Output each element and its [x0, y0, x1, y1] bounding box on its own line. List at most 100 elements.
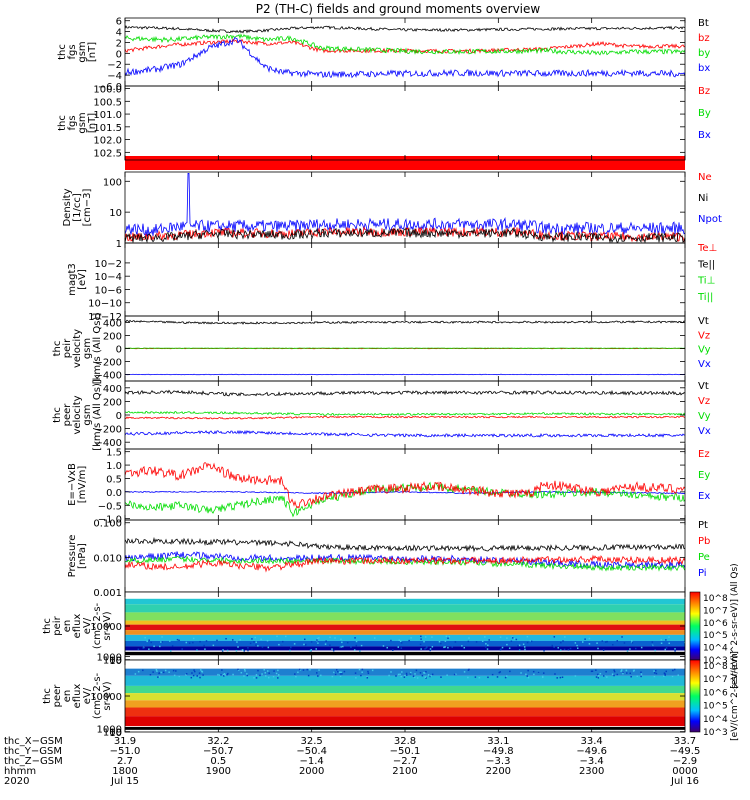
- y-axis-label: [mV/m]: [77, 466, 88, 504]
- heatmap-speckle: [431, 646, 434, 648]
- series-Npot: [125, 173, 685, 237]
- heatmap-speckle: [149, 673, 152, 676]
- heatmap-speckle: [440, 676, 442, 678]
- x-tick-value: −2.9: [673, 756, 697, 767]
- heatmap-speckle: [484, 636, 486, 638]
- heatmap-speckle: [200, 669, 202, 671]
- heatmap-speckle: [317, 642, 319, 644]
- y-axis-label: fgs: [67, 115, 78, 130]
- colorbar-tick-label: 10^7: [703, 675, 728, 685]
- y-axis-label: peir: [52, 615, 63, 635]
- y-tick-label: 1000: [97, 653, 122, 664]
- y-tick-label: −6.0: [98, 82, 122, 93]
- heatmap-speckle: [216, 639, 218, 642]
- heatmap-speckle: [333, 671, 335, 674]
- heatmap-speckle: [663, 675, 665, 677]
- heatmap-speckle: [560, 649, 562, 651]
- heatmap-speckle: [249, 642, 252, 645]
- heatmap-speckle: [144, 636, 146, 639]
- x-tick-value: −51.0: [110, 746, 141, 757]
- x-tick-value: 32.2: [207, 736, 229, 747]
- y-tick-label: 0.001: [93, 588, 122, 599]
- heatmap-speckle: [354, 637, 356, 639]
- heatmap-speckle: [440, 642, 442, 645]
- heatmap-speckle: [340, 646, 342, 648]
- heatmap-speckle: [484, 646, 487, 648]
- heatmap-speckle: [424, 676, 427, 678]
- colorbar-1: [689, 659, 701, 733]
- x-tick-value: 32.8: [394, 736, 416, 747]
- y-axis-label: sr-eV): [102, 611, 113, 640]
- y-tick-label: 200: [103, 397, 122, 408]
- heatmap-speckle: [563, 648, 566, 651]
- heatmap-speckle: [553, 646, 555, 648]
- colorbar-tick-label: 10^5: [703, 631, 728, 641]
- heatmap-peir: [125, 592, 685, 660]
- heatmap-speckle: [255, 644, 257, 646]
- heatmap-speckle: [247, 647, 249, 649]
- heatmap-speckle: [595, 676, 598, 678]
- heatmap-speckle: [588, 637, 591, 640]
- heatmap-speckle: [541, 676, 544, 679]
- colorbar-unit: [eV/(cm^2-s-sr-eV)]: [730, 651, 740, 741]
- y-axis-label: gsm: [77, 41, 88, 62]
- y-tick-label: 10000: [90, 692, 122, 703]
- series-Pi: [125, 551, 685, 570]
- heatmap-speckle: [400, 675, 402, 678]
- heatmap-speckle: [445, 635, 448, 638]
- heatmap-speckle: [320, 674, 322, 677]
- heatmap-speckle: [264, 672, 267, 674]
- series-group-density: [125, 173, 685, 243]
- heatmap-speckle: [553, 636, 556, 638]
- heatmap-speckle: [367, 672, 370, 675]
- legend-Pb: Pb: [698, 536, 710, 547]
- heatmap-speckle: [192, 641, 194, 644]
- heatmap-speckle: [225, 637, 227, 640]
- legend-Vy: Vy: [698, 345, 711, 356]
- heatmap-speckle: [290, 646, 292, 649]
- heatmap-speckle: [405, 672, 408, 675]
- y-tick-label: 400: [103, 384, 122, 395]
- heatmap-speckle: [155, 669, 158, 671]
- heatmap-speckle: [500, 648, 502, 650]
- bz-series-band: [125, 161, 685, 170]
- heatmap-speckle: [181, 648, 183, 650]
- heatmap-speckle: [454, 641, 457, 643]
- y-axis-label: [nT]: [87, 113, 98, 133]
- heatmap-speckle: [355, 644, 358, 647]
- legend-Ni: Ni: [698, 193, 708, 204]
- heatmap-speckle: [392, 649, 394, 652]
- y-axis-label: peir: [62, 338, 73, 358]
- heatmap-speckle: [239, 638, 241, 641]
- heatmap-speckle: [629, 648, 631, 650]
- heatmap-speckle: [318, 637, 320, 639]
- legend-By: By: [698, 108, 711, 119]
- heatmap-band: [125, 707, 685, 717]
- heatmap-speckle: [574, 642, 577, 644]
- heatmap-speckle: [416, 677, 419, 679]
- y-tick-label: 1.0: [106, 461, 122, 472]
- heatmap-speckle: [620, 669, 623, 671]
- heatmap-speckle: [255, 677, 258, 679]
- heatmap-speckle: [309, 649, 312, 652]
- heatmap-speckle: [255, 674, 258, 676]
- y-tick-label: 100: [103, 728, 122, 739]
- y-axis-label: en: [62, 620, 73, 633]
- heatmap-speckle: [329, 644, 331, 646]
- heatmap-speckle: [423, 672, 425, 674]
- heatmap-speckle: [630, 675, 632, 678]
- colorbar-tick-label: 10^8: [703, 594, 728, 604]
- legend-Bx: Bx: [698, 130, 711, 141]
- heatmap-speckle: [596, 642, 598, 644]
- heatmap-speckle: [158, 672, 160, 675]
- colorbar-tick-label: 10^4: [703, 644, 728, 654]
- y-tick-label: 2: [116, 38, 122, 49]
- legend-Vz: Vz: [698, 396, 710, 407]
- heatmap-speckle: [664, 674, 666, 676]
- x-tick-value: 1900: [206, 766, 231, 777]
- x-tick-value: 2200: [486, 766, 511, 777]
- heatmap-speckle: [337, 670, 339, 673]
- heatmap-speckle: [444, 646, 446, 648]
- heatmap-speckle: [654, 649, 656, 652]
- heatmap-speckle: [622, 672, 624, 674]
